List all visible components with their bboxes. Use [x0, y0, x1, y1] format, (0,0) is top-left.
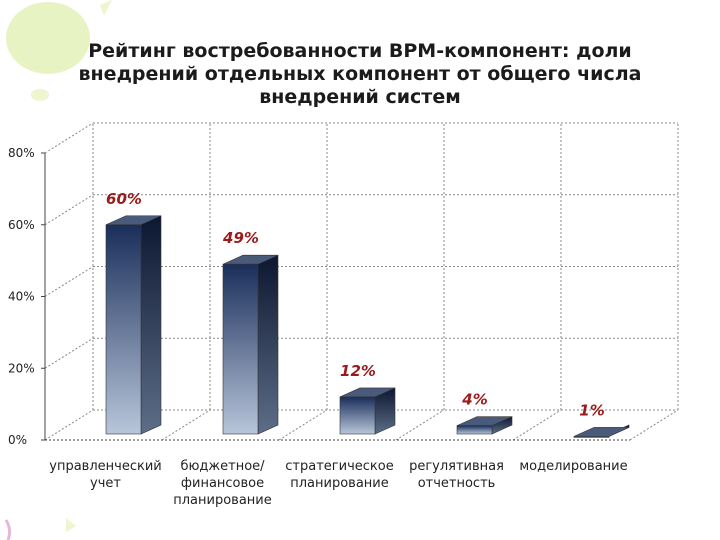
y-tick-label: 60%	[8, 218, 35, 232]
x-tick-label: планирование	[290, 476, 389, 491]
gridline-side	[44, 194, 94, 226]
chart-title-line: Рейтинг востребованности BPM-компонент: …	[88, 40, 632, 62]
gridline-side	[44, 409, 94, 441]
y-tick-label: 0%	[8, 433, 27, 447]
deco-dot	[31, 89, 49, 101]
y-tick-label: 20%	[8, 361, 35, 375]
gridline-side	[44, 337, 94, 369]
bar-front	[573, 436, 610, 438]
data-label: 49%	[222, 229, 259, 247]
bar	[105, 215, 162, 435]
deco-circle	[6, 2, 90, 74]
bar-front	[105, 224, 142, 435]
chart-title-line: внедрений отдельных компонент от общего …	[78, 63, 642, 85]
bar-side	[140, 215, 162, 435]
floor-line	[629, 409, 679, 441]
data-label: 12%	[340, 362, 376, 380]
floor-line	[512, 409, 562, 441]
x-tick-label: управленческий	[49, 459, 161, 474]
bar	[339, 387, 396, 435]
deco-shape	[100, 0, 112, 16]
x-tick-label: регулятивная	[409, 459, 504, 474]
x-tick-label: отчетность	[418, 476, 496, 491]
bar-front	[222, 263, 259, 435]
x-tick-label: планирование	[173, 493, 272, 508]
bar	[573, 424, 630, 438]
x-tick-label: моделирование	[519, 459, 627, 474]
bars	[105, 215, 630, 438]
data-label: 1%	[579, 401, 604, 419]
x-tick-label: бюджетное/	[180, 459, 265, 474]
floor-line	[395, 409, 445, 441]
axes: 0% 20% 40% 60% 80%	[8, 146, 630, 447]
bar-front	[339, 396, 376, 435]
data-label: 60%	[106, 190, 142, 208]
y-tick-label: 80%	[8, 146, 35, 160]
gridline-side	[44, 266, 94, 297]
data-label: 4%	[461, 391, 487, 409]
chart-title-line: внедрений систем	[259, 86, 461, 108]
floor-line	[278, 409, 328, 441]
bar-front	[456, 425, 493, 435]
x-tick-label: стратегическое	[285, 459, 393, 474]
x-tick-label: финансовое	[181, 476, 264, 491]
deco-triangle	[66, 518, 76, 532]
bar	[222, 254, 279, 435]
bar	[456, 416, 513, 435]
bar-top	[573, 427, 630, 437]
x-tick-label: учет	[90, 476, 121, 491]
labels: управленческий учет бюджетное/финансовое пл…	[49, 190, 627, 508]
deco-stroke	[4, 519, 12, 540]
y-tick-label: 40%	[8, 290, 35, 304]
floor-line	[161, 409, 211, 441]
bar-side	[257, 254, 279, 435]
gridline-side	[44, 122, 94, 154]
chart-title: Рейтинг востребованности BPM-компонент: …	[40, 40, 680, 109]
